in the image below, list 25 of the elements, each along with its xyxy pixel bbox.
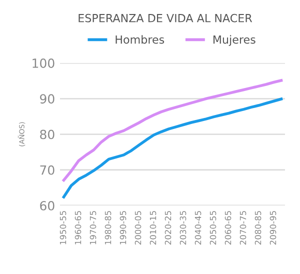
- chart-title: ESPERANZA DE VIDA AL NACER: [78, 14, 252, 22]
- x-tick-label: 1960-65: [74, 211, 82, 244]
- x-tick-label: 2030-35: [180, 211, 186, 245]
- x-tick-label: 2080-85: [254, 211, 262, 245]
- x-tick-label: 2040-45: [194, 211, 202, 245]
- y-tick-label: 60: [40, 200, 54, 210]
- x-tick-label: 2020-25: [164, 211, 172, 245]
- x-tick-label: 2070-75: [240, 211, 246, 245]
- legend-label: Mujeres: [213, 35, 256, 46]
- line-series: [62, 79, 283, 182]
- x-tick-label: 2050-55: [210, 211, 216, 245]
- y-tick-label: 100: [32, 58, 54, 68]
- y-tick-label: 70: [40, 165, 54, 175]
- legend-label: Hombres: [116, 35, 164, 44]
- y-tick-label: 90: [40, 94, 54, 104]
- x-tick-label: 1950-55: [60, 211, 66, 244]
- x-tick-label: 1990-95: [120, 211, 126, 244]
- x-tick-label: 2010-15: [150, 211, 156, 245]
- y-tick-label: 80: [40, 130, 54, 140]
- x-tick-label: 2060-65: [224, 211, 232, 245]
- x-tick-label: 2000-05: [134, 211, 142, 245]
- x-tick-label: 1980-85: [104, 211, 112, 244]
- line-series: [62, 98, 283, 198]
- x-tick-label: 1970-75: [90, 211, 96, 244]
- x-tick-label: 2090-95: [270, 211, 276, 245]
